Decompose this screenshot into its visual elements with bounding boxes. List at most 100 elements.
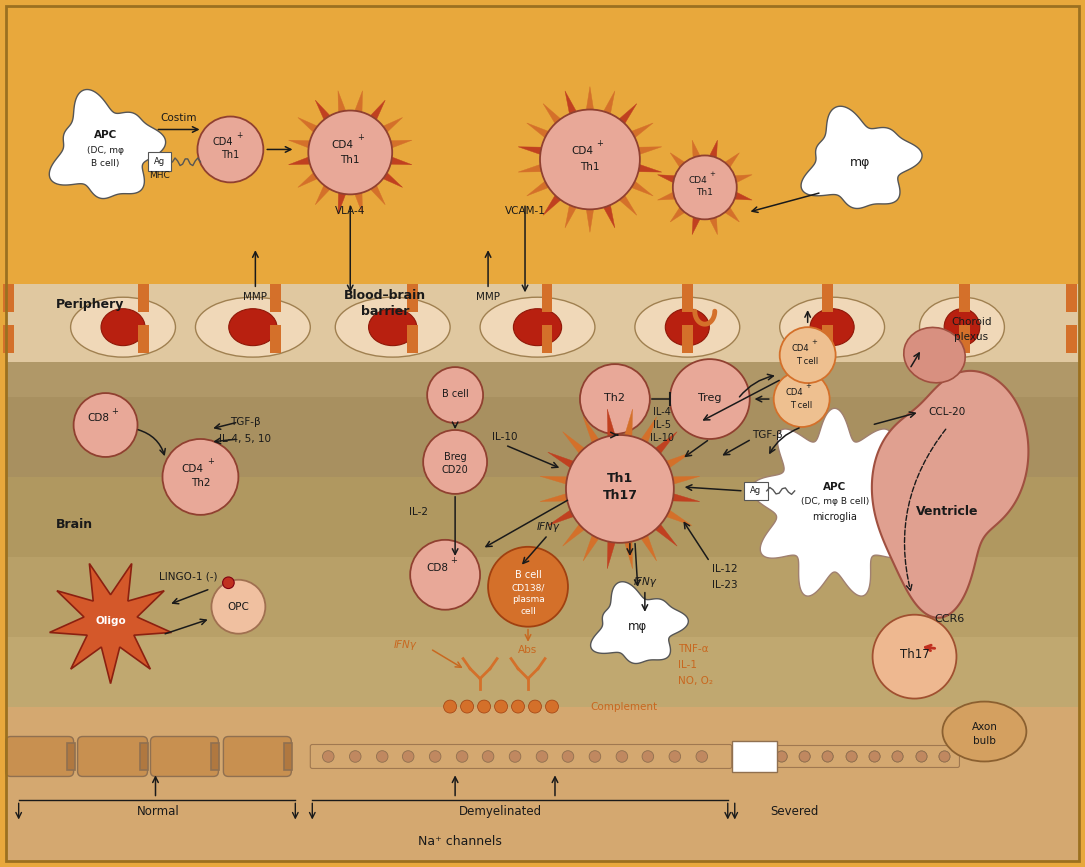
- Polygon shape: [289, 157, 310, 165]
- Text: IL-12: IL-12: [712, 564, 738, 574]
- Polygon shape: [733, 192, 752, 200]
- Text: microglia: microglia: [813, 512, 857, 522]
- FancyBboxPatch shape: [541, 325, 552, 353]
- Text: B cell: B cell: [514, 570, 541, 580]
- FancyBboxPatch shape: [270, 284, 281, 312]
- Text: IL-1: IL-1: [678, 660, 697, 669]
- Text: +: +: [357, 133, 363, 142]
- Circle shape: [800, 751, 810, 762]
- FancyBboxPatch shape: [270, 325, 281, 353]
- Circle shape: [673, 155, 737, 219]
- Ellipse shape: [335, 297, 450, 357]
- Text: CD8: CD8: [88, 413, 110, 423]
- Circle shape: [780, 327, 835, 383]
- Text: Treg: Treg: [698, 393, 722, 403]
- Text: IFNγ: IFNγ: [537, 522, 560, 531]
- Text: VLA-4: VLA-4: [335, 206, 366, 217]
- Circle shape: [822, 751, 833, 762]
- Polygon shape: [540, 493, 569, 502]
- Polygon shape: [298, 118, 318, 133]
- Text: CD4: CD4: [331, 140, 354, 151]
- Polygon shape: [355, 192, 362, 214]
- Text: IL-10: IL-10: [650, 433, 674, 443]
- Polygon shape: [590, 582, 688, 663]
- FancyBboxPatch shape: [407, 325, 418, 353]
- Polygon shape: [665, 453, 692, 468]
- FancyBboxPatch shape: [5, 287, 1080, 397]
- Polygon shape: [540, 476, 569, 485]
- Text: IL-10: IL-10: [493, 432, 518, 442]
- Circle shape: [869, 751, 880, 762]
- Circle shape: [322, 751, 334, 762]
- Ellipse shape: [919, 297, 1005, 357]
- Text: Severed: Severed: [770, 805, 819, 818]
- Circle shape: [509, 751, 521, 762]
- Ellipse shape: [71, 297, 176, 357]
- Text: +: +: [709, 172, 715, 178]
- Text: Axon: Axon: [971, 721, 997, 732]
- Ellipse shape: [943, 701, 1026, 761]
- Text: Abs: Abs: [519, 645, 538, 655]
- Polygon shape: [316, 185, 331, 205]
- Text: Th2: Th2: [191, 478, 210, 488]
- Circle shape: [495, 700, 508, 713]
- Text: CD8: CD8: [426, 563, 448, 573]
- Text: (DC, mφ: (DC, mφ: [87, 146, 124, 155]
- Text: APC: APC: [94, 130, 117, 140]
- FancyBboxPatch shape: [148, 153, 171, 172]
- Text: CD138/: CD138/: [511, 583, 545, 592]
- Text: B cell): B cell): [91, 159, 119, 168]
- Polygon shape: [316, 101, 331, 121]
- Circle shape: [536, 751, 548, 762]
- FancyBboxPatch shape: [959, 284, 970, 312]
- Circle shape: [376, 751, 388, 762]
- Text: Costim: Costim: [161, 113, 196, 122]
- Polygon shape: [548, 453, 574, 468]
- Polygon shape: [658, 175, 676, 183]
- Text: TGF-β: TGF-β: [230, 417, 260, 427]
- Ellipse shape: [513, 309, 562, 346]
- FancyBboxPatch shape: [310, 745, 731, 768]
- Text: bulb: bulb: [973, 735, 996, 746]
- Polygon shape: [672, 493, 700, 502]
- Circle shape: [892, 751, 903, 762]
- Text: CD4: CD4: [213, 138, 232, 147]
- Text: +: +: [597, 139, 603, 148]
- Text: MMP: MMP: [476, 292, 500, 303]
- Text: Th1: Th1: [697, 188, 713, 197]
- Ellipse shape: [810, 309, 854, 346]
- Text: Th17: Th17: [899, 649, 930, 662]
- Ellipse shape: [369, 309, 417, 346]
- Circle shape: [430, 751, 441, 762]
- FancyBboxPatch shape: [731, 741, 777, 772]
- Polygon shape: [586, 208, 593, 232]
- Text: Ag: Ag: [750, 486, 762, 495]
- FancyBboxPatch shape: [1065, 325, 1076, 353]
- Text: Na⁺ channels: Na⁺ channels: [418, 835, 502, 848]
- Polygon shape: [751, 408, 918, 596]
- Circle shape: [580, 364, 650, 434]
- Polygon shape: [527, 123, 549, 138]
- Circle shape: [642, 751, 653, 762]
- Circle shape: [872, 615, 957, 699]
- Polygon shape: [544, 104, 561, 124]
- Circle shape: [197, 116, 264, 182]
- Text: MMP: MMP: [243, 292, 267, 303]
- Polygon shape: [608, 541, 615, 569]
- Circle shape: [540, 109, 640, 209]
- Polygon shape: [630, 180, 653, 196]
- Polygon shape: [625, 541, 633, 569]
- Polygon shape: [630, 123, 653, 138]
- FancyBboxPatch shape: [212, 743, 219, 770]
- Polygon shape: [603, 204, 615, 228]
- Circle shape: [444, 700, 457, 713]
- FancyBboxPatch shape: [5, 736, 74, 777]
- Text: Th17: Th17: [602, 489, 637, 502]
- Polygon shape: [692, 140, 701, 159]
- FancyBboxPatch shape: [959, 325, 970, 353]
- Text: IL-23: IL-23: [712, 580, 738, 590]
- Polygon shape: [710, 216, 717, 235]
- Ellipse shape: [101, 309, 145, 346]
- Text: Th1: Th1: [341, 155, 360, 166]
- Text: Th1: Th1: [607, 473, 633, 486]
